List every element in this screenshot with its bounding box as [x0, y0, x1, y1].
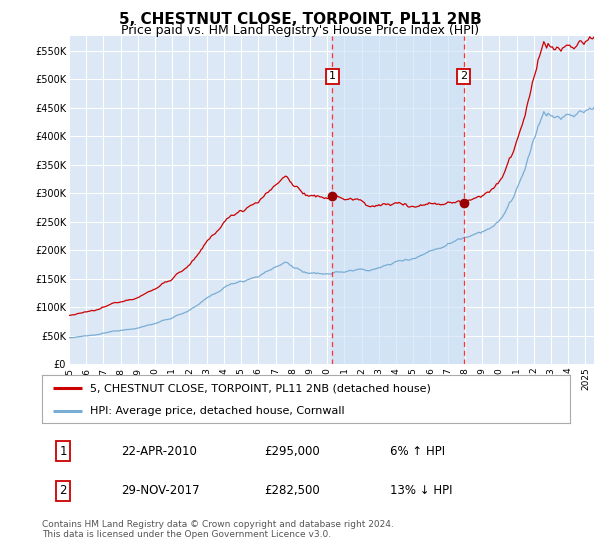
Text: HPI: Average price, detached house, Cornwall: HPI: Average price, detached house, Corn…: [89, 406, 344, 416]
Text: Contains HM Land Registry data © Crown copyright and database right 2024.
This d: Contains HM Land Registry data © Crown c…: [42, 520, 394, 539]
Text: £295,000: £295,000: [264, 445, 320, 458]
Text: 2: 2: [59, 484, 67, 497]
Text: 2: 2: [460, 71, 467, 81]
Bar: [332, 36, 464, 364]
Text: 5, CHESTNUT CLOSE, TORPOINT, PL11 2NB (detached house): 5, CHESTNUT CLOSE, TORPOINT, PL11 2NB (d…: [89, 383, 430, 393]
Text: 5, CHESTNUT CLOSE, TORPOINT, PL11 2NB: 5, CHESTNUT CLOSE, TORPOINT, PL11 2NB: [119, 12, 481, 27]
Text: 1: 1: [329, 71, 336, 81]
Text: 29-NOV-2017: 29-NOV-2017: [121, 484, 200, 497]
Text: 22-APR-2010: 22-APR-2010: [121, 445, 197, 458]
Text: 6% ↑ HPI: 6% ↑ HPI: [391, 445, 446, 458]
Text: 13% ↓ HPI: 13% ↓ HPI: [391, 484, 453, 497]
Text: £282,500: £282,500: [264, 484, 320, 497]
Text: Price paid vs. HM Land Registry's House Price Index (HPI): Price paid vs. HM Land Registry's House …: [121, 24, 479, 36]
Text: 1: 1: [59, 445, 67, 458]
